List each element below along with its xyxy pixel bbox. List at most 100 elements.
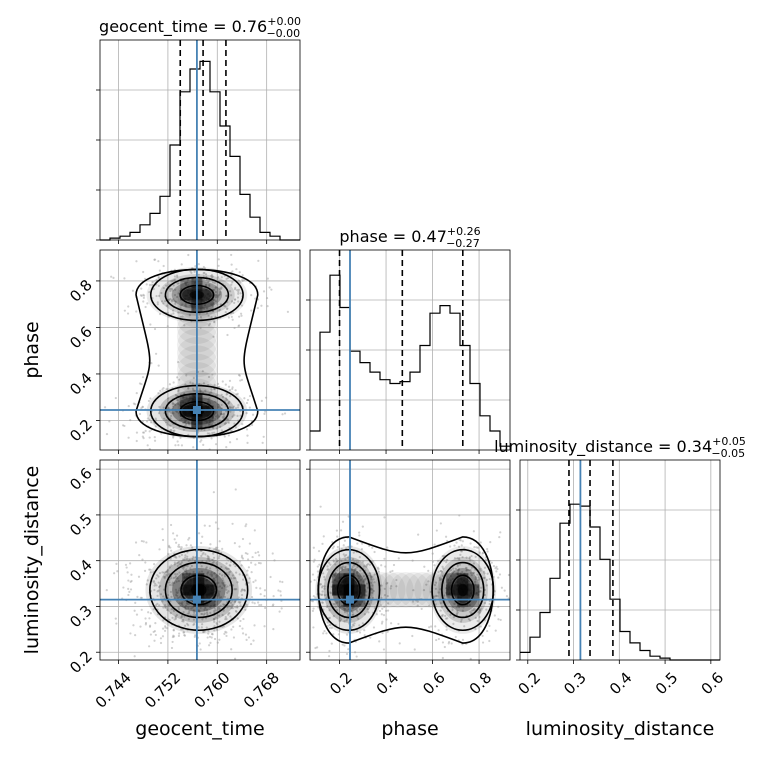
geocent_time_vs_luminosity_distance-sample xyxy=(174,588,178,591)
geocent_time_vs_luminosity_distance-sample xyxy=(185,568,188,571)
geocent_time_vs_luminosity_distance-sample xyxy=(189,572,192,575)
geocent_time_vs_phase-sample xyxy=(214,294,217,297)
phase_vs_luminosity_distance-sample xyxy=(437,629,440,632)
geocent_time_vs_phase-sample xyxy=(187,421,190,424)
phase_vs_luminosity_distance-sample xyxy=(334,578,337,582)
geocent_time_vs_phase-sample xyxy=(131,289,135,292)
phase_vs_luminosity_distance-sample xyxy=(483,577,486,580)
geocent_time_vs_phase-sample xyxy=(202,278,205,281)
phase_vs_luminosity_distance-sample xyxy=(355,655,358,658)
phase_vs_luminosity_distance-sample xyxy=(358,624,361,627)
geocent_time_vs_phase-sample xyxy=(232,405,236,408)
phase_vs_luminosity_distance-sample xyxy=(477,594,480,597)
geocent_time_vs_luminosity_distance-sample xyxy=(149,568,152,571)
geocent_time_vs_phase-sample xyxy=(176,275,179,278)
geocent_time_vs_luminosity_distance-sample xyxy=(202,613,205,616)
geocent_time_vs_phase-sample xyxy=(248,406,251,409)
geocent_time_vs_luminosity_distance-sample xyxy=(168,565,171,568)
geocent_time_vs_luminosity_distance-sample xyxy=(222,579,225,582)
geocent_time_vs_phase-sample xyxy=(217,294,220,297)
phase_vs_luminosity_distance-sample xyxy=(479,577,482,581)
geocent_time_vs_luminosity_distance-sample xyxy=(168,581,171,584)
phase_vs_luminosity_distance-sample xyxy=(343,608,346,611)
geocent_time_vs_phase-sample xyxy=(208,420,211,423)
geocent_time_vs_phase-sample xyxy=(202,296,206,299)
phase_vs_luminosity_distance-sample xyxy=(341,643,344,646)
geocent_time_vs_phase-sample xyxy=(210,303,213,306)
geocent_time_vs_phase-sample xyxy=(216,296,219,299)
phase_vs_luminosity_distance-sample xyxy=(357,561,360,564)
geocent_time_vs_luminosity_distance-sample xyxy=(203,524,206,527)
geocent_time_vs_luminosity_distance-sample xyxy=(271,552,274,555)
geocent_time_vs_luminosity_distance-sample xyxy=(240,564,243,567)
geocent_time_vs_luminosity_distance-ytick-label-0: 0.2 xyxy=(66,647,96,677)
phase_vs_luminosity_distance-sample xyxy=(486,547,489,551)
geocent_time_vs_phase-sample xyxy=(172,309,175,312)
geocent_time_vs_phase-sample xyxy=(208,294,211,298)
phase_vs_luminosity_distance-sample xyxy=(497,605,500,608)
geocent_time_vs_luminosity_distance-sample xyxy=(225,588,228,591)
geocent_time_vs_phase-sample xyxy=(180,417,183,421)
geocent_time_vs_phase-sample xyxy=(174,302,177,305)
phase_vs_luminosity_distance-sample xyxy=(467,594,471,597)
geocent_time_vs_luminosity_distance-block-0-3 xyxy=(204,584,216,596)
geocent_time_vs_luminosity_distance-sample xyxy=(169,590,173,594)
phase_vs_luminosity_distance-sample xyxy=(440,578,443,581)
phase_vs_luminosity_distance-sample xyxy=(446,539,449,543)
geocent_time_vs_luminosity_distance-sample xyxy=(176,577,179,580)
phase_vs_luminosity_distance-sample xyxy=(470,574,473,577)
geocent_time_vs_phase-sample xyxy=(197,263,200,266)
geocent_time_vs_phase-sample xyxy=(192,376,195,380)
phase_vs_luminosity_distance-sample xyxy=(488,602,491,606)
phase_vs_luminosity_distance-sample xyxy=(472,530,475,533)
geocent_time_vs_phase-sample xyxy=(175,410,179,414)
phase_vs_luminosity_distance-sample xyxy=(483,572,486,575)
geocent_time_vs_luminosity_distance-sample xyxy=(240,556,243,559)
phase_vs_luminosity_distance-sample xyxy=(321,590,324,593)
phase_vs_luminosity_distance-sample xyxy=(451,577,454,581)
geocent_time_vs_luminosity_distance-sample xyxy=(259,587,262,590)
geocent_time_vs_luminosity_distance-sample xyxy=(188,610,191,613)
geocent_time_vs_phase-sample xyxy=(178,397,181,400)
geocent_time_vs_luminosity_distance-sample xyxy=(143,569,147,572)
geocent_time_vs_luminosity_distance-sample xyxy=(203,612,206,615)
geocent_time_vs_phase-sample xyxy=(226,392,229,395)
geocent_time_vs_phase-sample xyxy=(198,382,201,386)
phase_vs_luminosity_distance-sample xyxy=(422,589,426,592)
geocent_time_vs_luminosity_distance-sample xyxy=(187,623,190,627)
geocent_time_vs_phase-sample xyxy=(184,424,187,427)
geocent_time_vs_phase-sample xyxy=(185,396,188,399)
phase_vs_luminosity_distance-sample xyxy=(443,645,446,649)
geocent_time_vs_phase-sample xyxy=(167,397,170,400)
geocent_time_vs_luminosity_distance-sample xyxy=(230,628,233,631)
geocent_time_vs_phase-block-1-1 xyxy=(180,289,192,301)
phase_vs_luminosity_distance-sample xyxy=(334,557,338,561)
geocent_time_vs_phase-sample xyxy=(140,382,143,386)
geocent_time_vs_luminosity_distance-sample xyxy=(242,617,245,621)
geocent_time_vs_phase-sample xyxy=(192,389,195,392)
geocent_time_vs_luminosity_distance-sample xyxy=(258,604,261,607)
geocent_time_vs_luminosity_distance-sample xyxy=(238,573,241,576)
geocent_time_vs_luminosity_distance-sample xyxy=(272,628,275,631)
phase_vs_luminosity_distance-sample xyxy=(368,563,371,566)
phase_vs_luminosity_distance-contour-outer xyxy=(317,536,494,644)
phase_vs_luminosity_distance-sample xyxy=(457,569,460,572)
phase_vs_luminosity_distance-sample xyxy=(373,550,376,554)
geocent_time_vs_luminosity_distance-sample xyxy=(277,589,280,592)
geocent_time_vs_luminosity_distance-sample xyxy=(185,570,188,573)
geocent_time_vs_luminosity_distance-sample xyxy=(176,564,179,568)
phase_vs_luminosity_distance-sample xyxy=(326,565,329,568)
geocent_time_vs_phase-sample xyxy=(228,379,232,382)
geocent_time_vs_phase-sample xyxy=(231,318,234,321)
hist-geocent_time-panel: geocent_time = 0.76+0.00 −0.00 xyxy=(96,15,301,244)
phase_vs_luminosity_distance-sample xyxy=(434,594,438,597)
geocent_time_vs_phase-sample xyxy=(110,275,113,278)
phase_vs_luminosity_distance-sample xyxy=(352,551,355,554)
geocent_time_vs_phase-sample xyxy=(208,284,211,288)
geocent_time_vs_luminosity_distance-sample xyxy=(218,608,221,611)
phase_vs_luminosity_distance-sample xyxy=(417,533,420,536)
geocent_time_vs_luminosity_distance-sample xyxy=(201,553,204,556)
geocent_time_vs_phase-sample xyxy=(176,398,179,402)
geocent_time_vs_phase-sample xyxy=(233,288,237,291)
